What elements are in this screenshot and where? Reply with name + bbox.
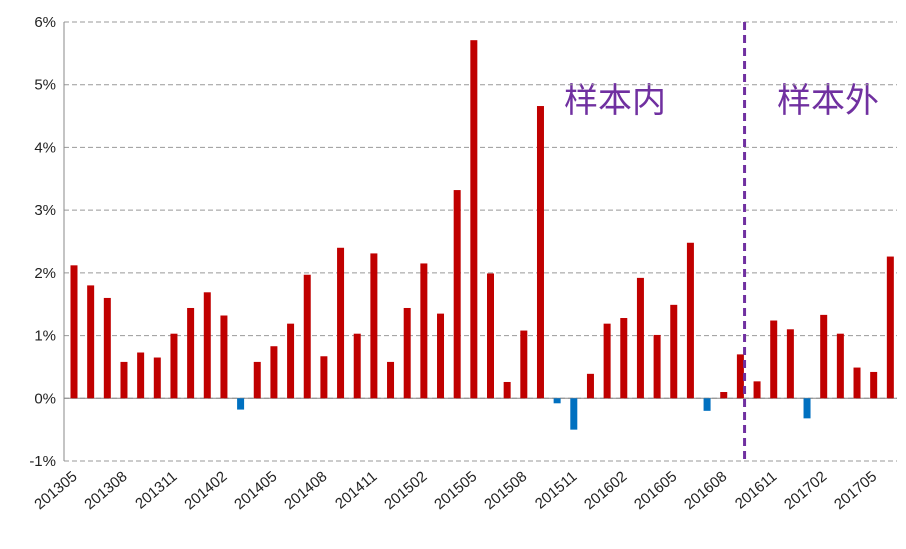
x-tick-label: 201702 <box>781 468 830 513</box>
x-tick-label: 201611 <box>732 468 780 512</box>
bar <box>703 398 711 411</box>
bar <box>853 367 861 399</box>
bar <box>170 333 178 399</box>
x-tick-label: 201505 <box>431 468 480 513</box>
bar <box>403 307 411 399</box>
bar <box>120 361 128 399</box>
bar <box>437 313 445 399</box>
bar <box>653 334 661 399</box>
bar <box>237 398 245 410</box>
x-tick-label: 201608 <box>681 468 730 513</box>
bar <box>486 273 494 399</box>
bar <box>503 381 511 399</box>
y-tick-label: 2% <box>34 265 56 282</box>
bar <box>686 242 694 399</box>
bar <box>586 373 594 399</box>
bar <box>187 307 195 399</box>
bar <box>303 274 311 399</box>
bar <box>103 297 111 399</box>
bar <box>453 190 461 399</box>
y-tick-label: 1% <box>34 328 56 345</box>
y-tick-label: 5% <box>34 77 56 94</box>
bar <box>203 292 211 399</box>
x-tick-label: 201311 <box>132 468 180 512</box>
bar <box>886 256 894 399</box>
bar <box>770 320 778 399</box>
x-tick-label: 201508 <box>481 468 530 513</box>
bar <box>820 314 828 399</box>
bar <box>803 398 811 419</box>
x-tick-label: 201705 <box>831 468 880 513</box>
bar <box>636 277 644 399</box>
x-tick-label: 201402 <box>181 468 230 513</box>
bar <box>337 247 345 399</box>
bar <box>603 323 611 399</box>
bar <box>270 346 278 399</box>
bar <box>536 106 544 399</box>
x-tick-label: 201511 <box>532 468 580 512</box>
bar <box>220 315 228 399</box>
bar <box>570 398 578 430</box>
annotation: 样本内 <box>564 81 666 121</box>
x-tick-label: 201602 <box>581 468 630 513</box>
bar <box>353 333 361 399</box>
bar <box>520 330 528 399</box>
bar <box>553 398 561 404</box>
bar <box>87 285 95 399</box>
bar <box>287 323 295 399</box>
y-tick-label: 3% <box>34 202 56 219</box>
bar <box>137 352 145 399</box>
bar <box>387 361 395 399</box>
x-tick-label: 201408 <box>281 468 330 513</box>
y-tick-label: 0% <box>34 390 56 407</box>
bar <box>420 263 428 399</box>
x-tick-label: 201411 <box>332 468 380 512</box>
y-tick-label: 4% <box>34 139 56 156</box>
bar <box>720 392 728 399</box>
bar <box>753 381 761 399</box>
bar <box>370 253 378 399</box>
x-tick-label: 201605 <box>631 468 680 513</box>
bar <box>153 357 161 399</box>
bar <box>70 265 78 399</box>
bar <box>870 371 878 399</box>
y-tick-label: -1% <box>29 453 56 470</box>
x-tick-label: 201305 <box>31 468 80 513</box>
x-tick-label: 201405 <box>231 468 280 513</box>
bar <box>320 356 328 399</box>
x-tick-label: 201502 <box>381 468 430 513</box>
bar <box>736 354 744 399</box>
y-tick-label: 6% <box>34 14 56 31</box>
bar <box>253 361 261 399</box>
bar <box>620 318 628 399</box>
annotation: 样本外 <box>777 81 879 121</box>
bar <box>670 304 678 399</box>
bar <box>836 333 844 399</box>
bar <box>786 329 794 399</box>
bar <box>470 40 478 399</box>
x-tick-label: 201308 <box>81 468 130 513</box>
